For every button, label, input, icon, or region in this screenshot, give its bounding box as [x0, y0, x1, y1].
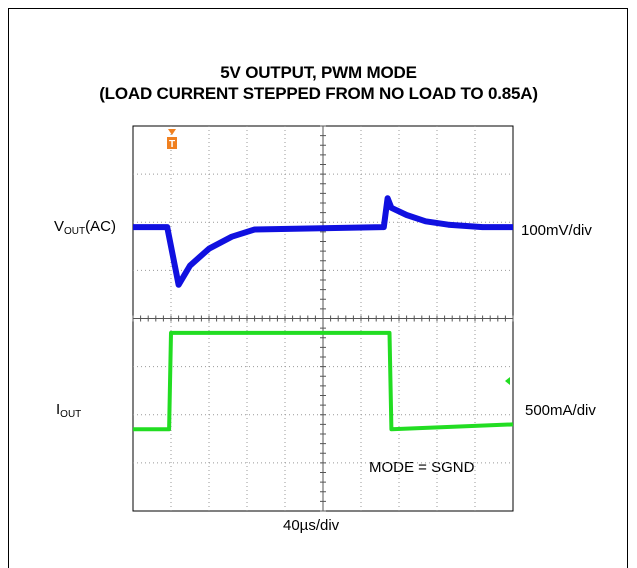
chart-subtitle: (LOAD CURRENT STEPPED FROM NO LOAD TO 0.… — [99, 84, 538, 103]
iout-label: IOUT — [56, 401, 81, 420]
figure-frame — [8, 8, 628, 568]
mode-annotation: MODE = SGND — [369, 459, 475, 476]
iout-ground-marker — [505, 377, 510, 385]
trace-iout — [133, 330, 514, 432]
vout-label-sub: OUT — [64, 226, 86, 237]
vout-scale: 100mV/div — [521, 222, 592, 239]
chart-title: 5V OUTPUT, PWM MODE — [220, 63, 417, 82]
trigger-marker-label: T — [169, 139, 175, 150]
trace-vout — [133, 195, 513, 288]
iout-label-sub: OUT — [60, 409, 82, 420]
iout-scale: 500mA/div — [525, 402, 596, 419]
vout-label-main: V — [54, 218, 65, 235]
vout-label: VOUT(AC) — [54, 218, 116, 237]
iout-label-main: I — [56, 401, 61, 418]
trigger-marker-arrow — [168, 129, 176, 135]
x-axis-label: 40µs/div — [283, 517, 340, 534]
vout-label-suffix: (AC) — [85, 218, 116, 235]
trigger-marker-box — [167, 137, 177, 149]
